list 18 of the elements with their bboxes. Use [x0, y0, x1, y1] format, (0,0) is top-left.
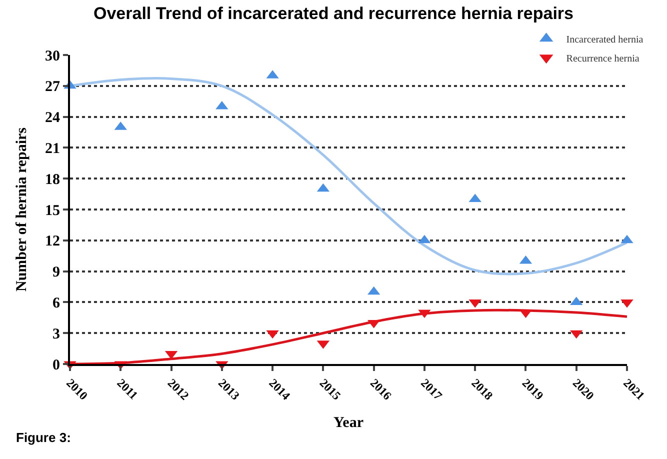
chart-title: Overall Trend of incarcerated and recurrence hernia repairs [94, 4, 574, 23]
y-tick-label: 24 [45, 110, 60, 126]
y-axis-title: Number of hernia repairs [14, 127, 30, 292]
caption: Figure 3: [16, 430, 71, 445]
legend-label: Recurrence hernia [566, 54, 640, 64]
y-tick-label: 21 [45, 140, 60, 157]
y-tick-label: 15 [45, 202, 60, 219]
y-tick-label: 27 [45, 79, 60, 96]
legend-label: Incarcerated hernia [566, 34, 644, 46]
x-tick-label: 2017 [418, 376, 445, 403]
y-tick-label: 0 [52, 357, 60, 374]
y-tick-label: 3 [52, 326, 60, 342]
y-tick-label: 18 [45, 172, 60, 188]
y-tick-label: 6 [52, 295, 60, 312]
y-tick-label: 12 [45, 234, 60, 250]
y-tick-label: 30 [45, 48, 60, 64]
y-tick-label: 9 [52, 264, 60, 281]
x-axis-title: Year [334, 415, 364, 432]
